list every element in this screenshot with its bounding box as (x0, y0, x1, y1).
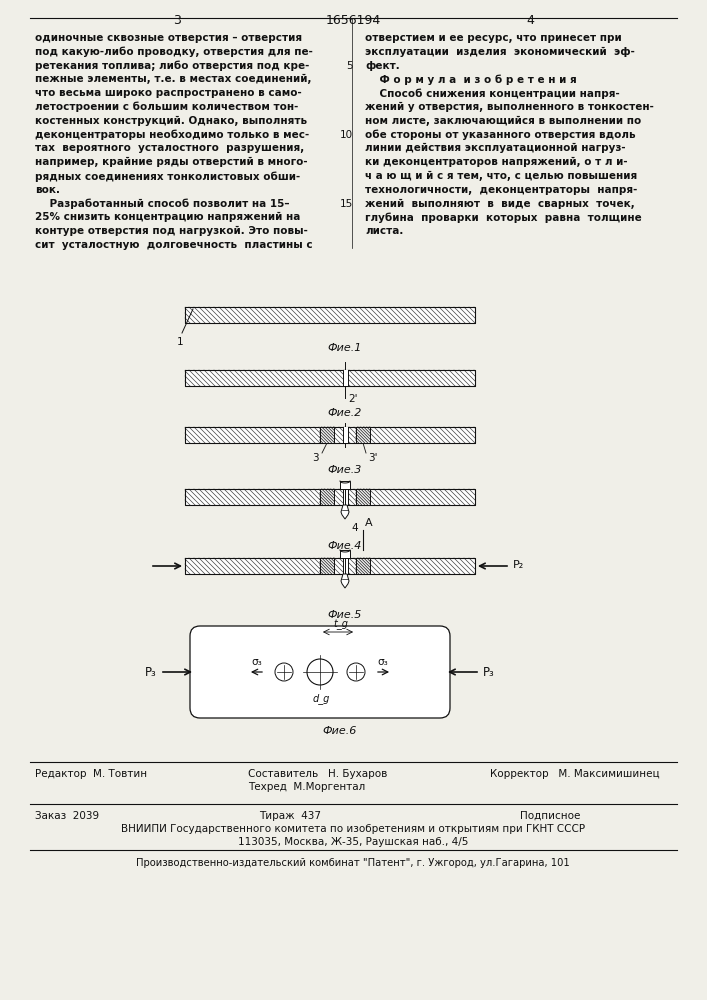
Text: 3: 3 (173, 14, 181, 27)
Text: Заказ  2039: Заказ 2039 (35, 811, 99, 821)
Text: листа.: листа. (365, 226, 404, 236)
Text: одиночные сквозные отверстия – отверстия: одиночные сквозные отверстия – отверстия (35, 33, 302, 43)
Polygon shape (185, 489, 475, 505)
Text: например, крайние ряды отверстий в много-: например, крайние ряды отверстий в много… (35, 157, 308, 167)
Text: Техред  М.Моргентал: Техред М.Моргентал (248, 782, 366, 792)
Polygon shape (341, 505, 349, 519)
Text: Фие.4: Фие.4 (328, 541, 362, 551)
Text: P₃: P₃ (483, 666, 495, 678)
Polygon shape (342, 558, 348, 574)
Text: рядных соединениях тонколистовых обши-: рядных соединениях тонколистовых обши- (35, 171, 300, 182)
Polygon shape (185, 307, 475, 323)
Text: d_g: d_g (312, 693, 329, 704)
Text: 25% снизить концентрацию напряжений на: 25% снизить концентрацию напряжений на (35, 212, 300, 222)
Polygon shape (320, 558, 334, 574)
Polygon shape (341, 574, 349, 588)
Polygon shape (356, 427, 370, 443)
Text: P₃: P₃ (145, 666, 157, 678)
Text: 3': 3' (368, 453, 378, 463)
Text: контуре отверстия под нагрузкой. Это повы-: контуре отверстия под нагрузкой. Это пов… (35, 226, 308, 236)
Text: Ф о р м у л а  и з о б р е т е н и я: Ф о р м у л а и з о б р е т е н и я (365, 74, 577, 85)
Text: 5: 5 (346, 61, 353, 71)
Text: деконцентраторы необходимо только в мес-: деконцентраторы необходимо только в мес- (35, 130, 309, 140)
Text: ки деконцентраторов напряжений, о т л и-: ки деконцентраторов напряжений, о т л и- (365, 157, 628, 167)
Text: Составитель   Н. Бухаров: Составитель Н. Бухаров (248, 769, 387, 779)
Text: Разработанный способ позволит на 15–: Разработанный способ позволит на 15– (35, 199, 289, 209)
Text: линии действия эксплуатационной нагруз-: линии действия эксплуатационной нагруз- (365, 143, 626, 153)
Text: жений у отверстия, выполненного в тонкостен-: жений у отверстия, выполненного в тонкос… (365, 102, 654, 112)
Text: σ₃: σ₃ (378, 657, 388, 667)
Text: Фие.3: Фие.3 (328, 465, 362, 475)
Text: вок.: вок. (35, 185, 60, 195)
Text: 113035, Москва, Ж-35, Раушская наб., 4/5: 113035, Москва, Ж-35, Раушская наб., 4/5 (238, 837, 468, 847)
Text: 15: 15 (340, 199, 353, 209)
Polygon shape (320, 427, 334, 443)
Text: Редактор  М. Товтин: Редактор М. Товтин (35, 769, 147, 779)
Text: Тираж  437: Тираж 437 (259, 811, 321, 821)
Text: Подписное: Подписное (520, 811, 580, 821)
Text: что весьма широко распространено в само-: что весьма широко распространено в само- (35, 88, 302, 98)
Text: t_g: t_g (334, 620, 349, 630)
Text: σ₃: σ₃ (252, 657, 262, 667)
Text: эксплуатации  изделия  экономический  эф-: эксплуатации изделия экономический эф- (365, 47, 635, 57)
Polygon shape (356, 489, 370, 505)
Text: 1656194: 1656194 (325, 14, 380, 27)
Text: 1: 1 (177, 337, 183, 347)
Text: 4: 4 (351, 523, 358, 533)
Polygon shape (342, 427, 348, 443)
Text: ВНИИПИ Государственного комитета по изобретениям и открытиям при ГКНТ СССР: ВНИИПИ Государственного комитета по изоб… (121, 824, 585, 834)
Circle shape (275, 663, 293, 681)
Text: 2': 2' (348, 394, 358, 404)
Text: технологичности,  деконцентраторы  напря-: технологичности, деконцентраторы напря- (365, 185, 638, 195)
Text: фект.: фект. (365, 61, 399, 71)
Text: Производственно-издательский комбинат "Патент", г. Ужгород, ул.Гагарина, 101: Производственно-издательский комбинат "П… (136, 858, 570, 868)
Text: P₂: P₂ (513, 560, 525, 570)
Text: Корректор   М. Максимишинец: Корректор М. Максимишинец (490, 769, 660, 779)
Polygon shape (185, 370, 475, 386)
Polygon shape (342, 370, 348, 386)
Circle shape (347, 663, 365, 681)
Text: тах  вероятного  усталостного  разрушения,: тах вероятного усталостного разрушения, (35, 143, 304, 153)
Polygon shape (340, 550, 350, 558)
Text: ном листе, заключающийся в выполнении по: ном листе, заключающийся в выполнении по (365, 116, 641, 126)
Polygon shape (185, 558, 475, 574)
Polygon shape (320, 489, 334, 505)
Text: Фие.2: Фие.2 (328, 408, 362, 418)
Text: A: A (365, 518, 373, 528)
Text: ч а ю щ и й с я тем, что, с целью повышения: ч а ю щ и й с я тем, что, с целью повыше… (365, 171, 637, 181)
Text: Фие.6: Фие.6 (323, 726, 357, 736)
Text: под какую-либо проводку, отверстия для пе-: под какую-либо проводку, отверстия для п… (35, 47, 313, 57)
Text: сит  усталостную  долговечность  пластины с: сит усталостную долговечность пластины с (35, 240, 312, 250)
Polygon shape (342, 489, 348, 505)
FancyBboxPatch shape (190, 626, 450, 718)
Polygon shape (340, 481, 350, 489)
Text: 3: 3 (312, 453, 319, 463)
Text: обе стороны от указанного отверстия вдоль: обе стороны от указанного отверстия вдол… (365, 130, 636, 140)
Polygon shape (356, 558, 370, 574)
Text: жений  выполняют  в  виде  сварных  точек,: жений выполняют в виде сварных точек, (365, 199, 635, 209)
Text: костенных конструкций. Однако, выполнять: костенных конструкций. Однако, выполнять (35, 116, 307, 126)
Text: Фие.5: Фие.5 (328, 610, 362, 620)
Polygon shape (185, 427, 475, 443)
Text: Способ снижения концентрации напря-: Способ снижения концентрации напря- (365, 88, 620, 99)
Text: пежные элементы, т.е. в местах соединений,: пежные элементы, т.е. в местах соединени… (35, 74, 312, 84)
Text: 10: 10 (340, 130, 353, 140)
Text: 4: 4 (526, 14, 534, 27)
Text: глубина  проварки  которых  равна  толщине: глубина проварки которых равна толщине (365, 212, 642, 223)
Text: Фие.1: Фие.1 (328, 343, 362, 353)
Text: ретекания топлива; либо отверстия под кре-: ретекания топлива; либо отверстия под кр… (35, 61, 310, 71)
Text: отверстием и ее ресурс, что принесет при: отверстием и ее ресурс, что принесет при (365, 33, 621, 43)
Circle shape (307, 659, 333, 685)
Text: летостроении с большим количеством тон-: летостроении с большим количеством тон- (35, 102, 298, 112)
